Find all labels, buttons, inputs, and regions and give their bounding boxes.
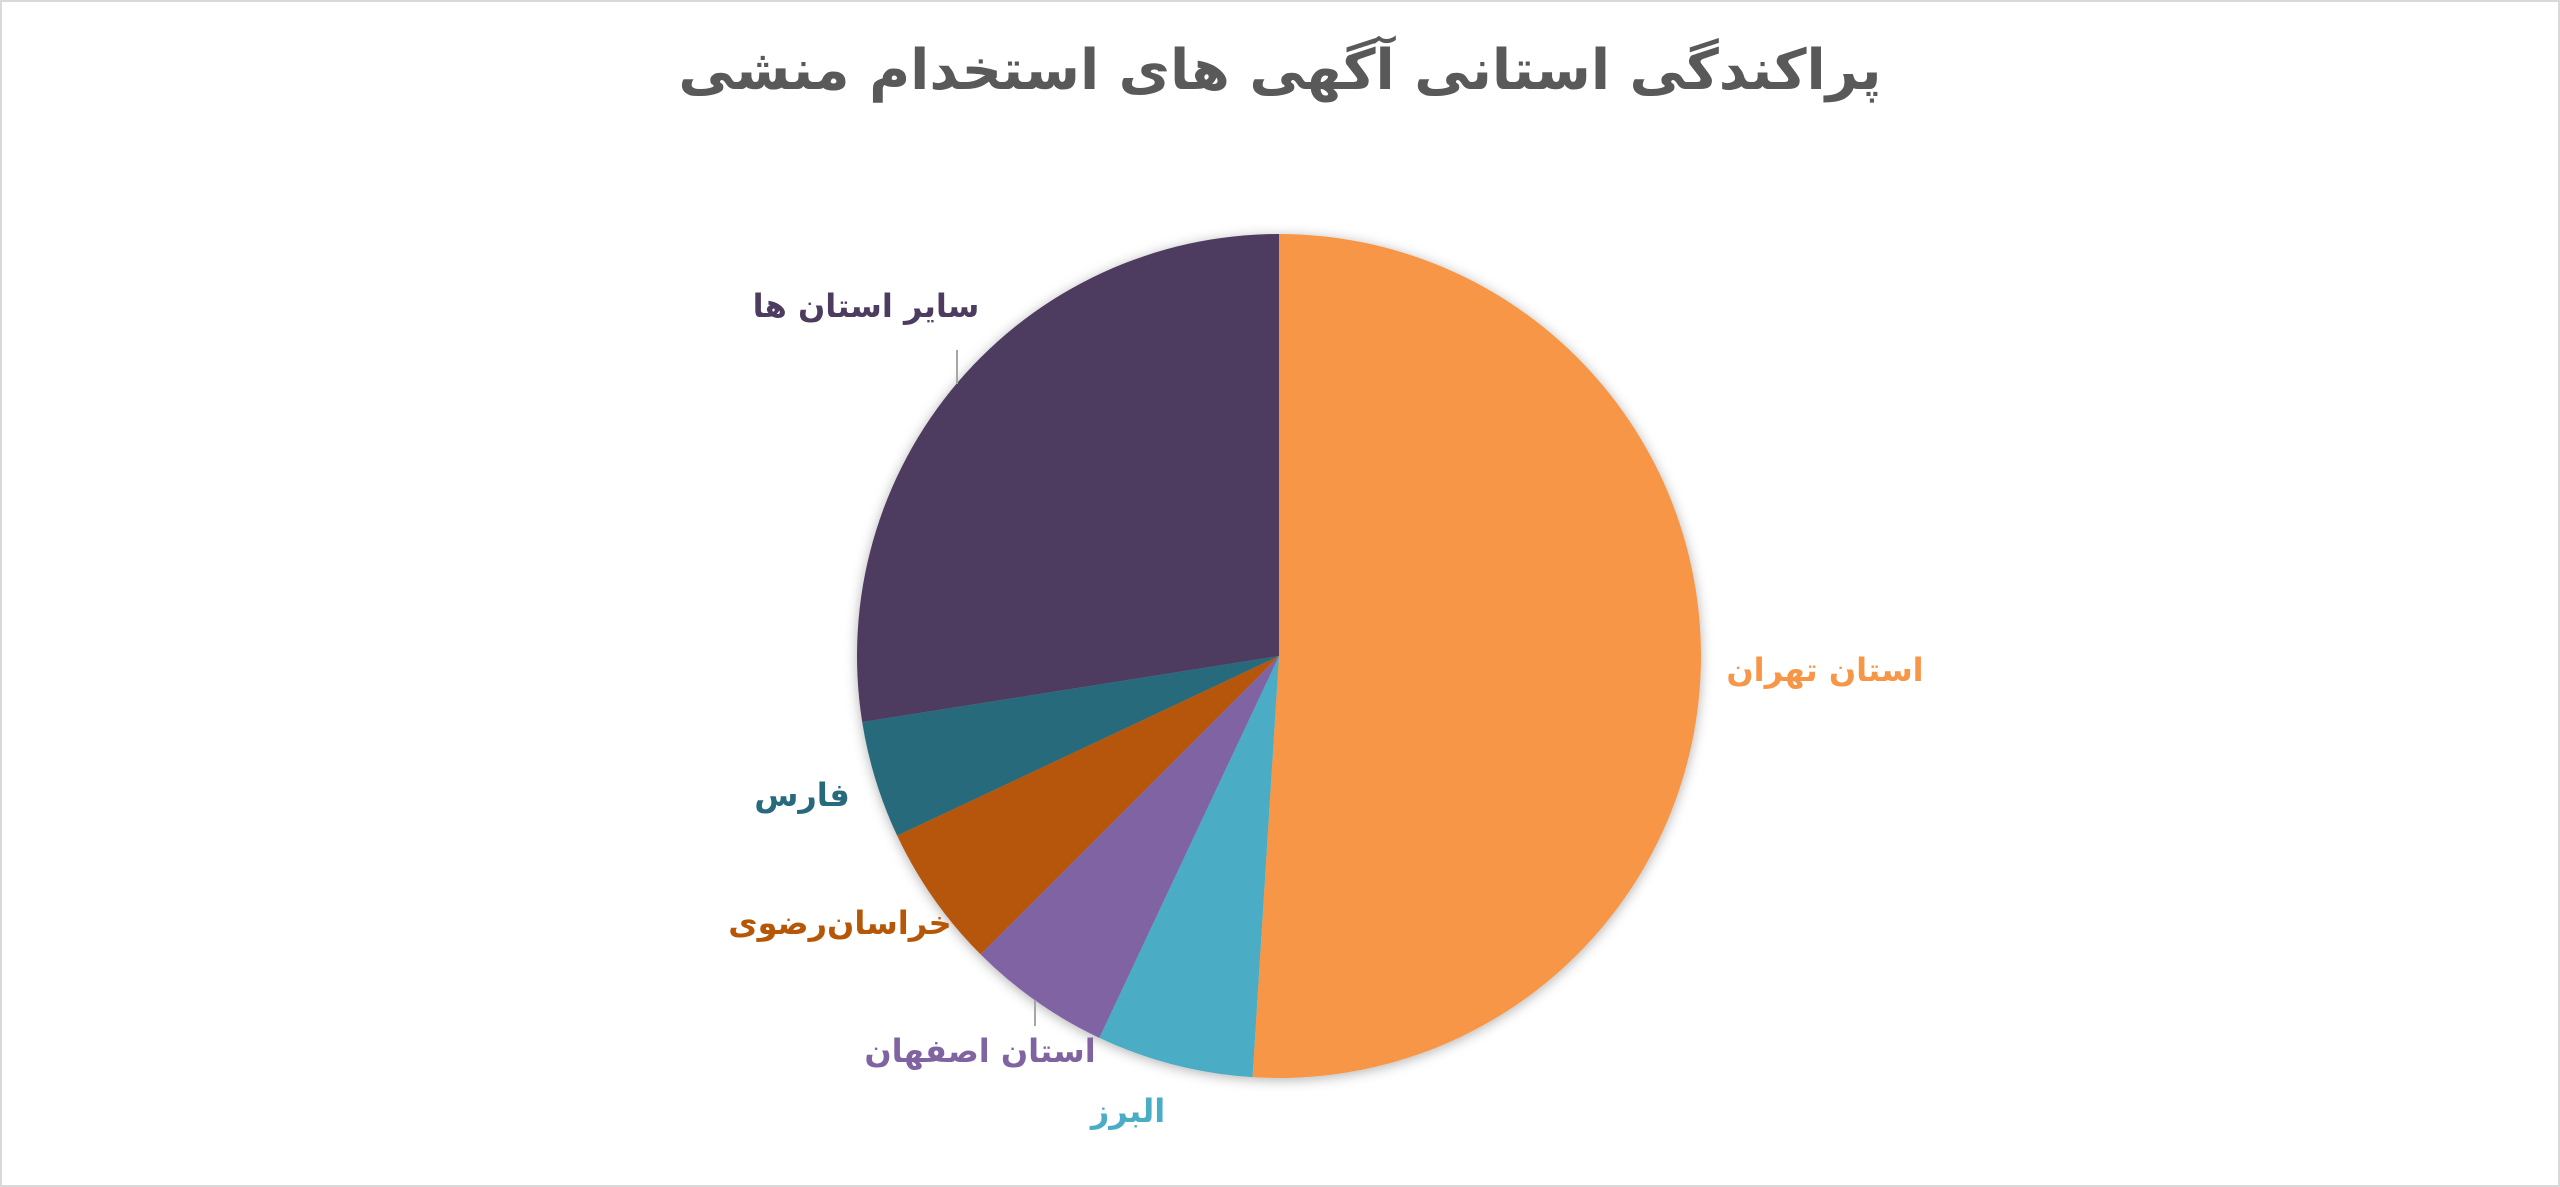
pie-slice (862, 656, 1279, 836)
pie-slice (897, 656, 1279, 955)
slice-label: فارس (754, 776, 850, 814)
chart-title: پراکندگی استانی آگهی های استخدام منشی (678, 35, 1881, 103)
slice-label: خراسان‌رضوی (728, 904, 951, 942)
pie-slice (856, 233, 1279, 723)
slice-label: البرز (1089, 1092, 1165, 1130)
pie-slice (980, 656, 1279, 1038)
pie (856, 233, 1702, 1078)
slice-label: سایر استان ها (753, 287, 980, 325)
slice-label: استان تهران (1726, 651, 1923, 689)
pie-slice (1099, 656, 1279, 1078)
pie-slice (1252, 234, 1702, 1078)
slice-label: استان اصفهان (864, 1032, 1095, 1070)
